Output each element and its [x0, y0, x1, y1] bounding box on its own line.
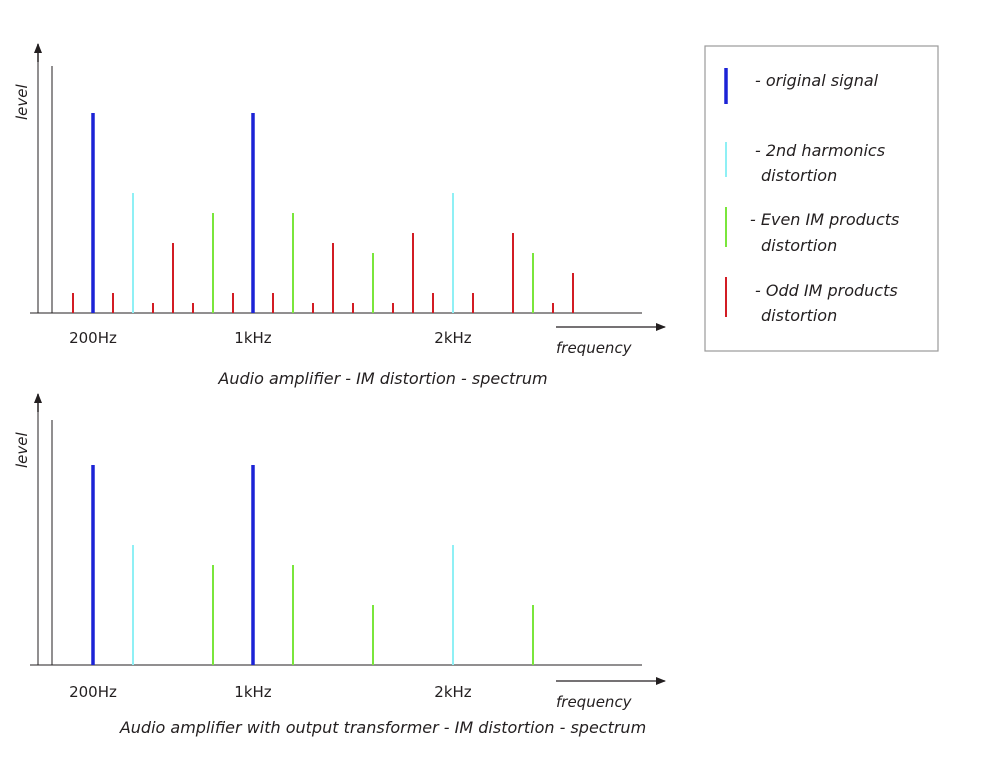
bars-group	[91, 465, 534, 665]
x-tick-labels: 200Hz 1kHz 2kHz	[69, 329, 472, 347]
legend-label-odd-im-line1: - Odd IM products	[755, 281, 898, 300]
transformer-im-spectrum-chart: 200Hz 1kHz 2kHz level frequency Audio ampl…	[13, 393, 666, 737]
x-axis-label: frequency	[556, 339, 633, 357]
x-tick-label: 200Hz	[69, 683, 117, 701]
legend-label-even-im-line2: distortion	[761, 236, 837, 255]
y-axis-label: level	[13, 83, 31, 120]
legend: - original signal - 2nd harmonics distor…	[704, 45, 939, 352]
x-tick-label: 2kHz	[434, 329, 472, 347]
legend-label-original: - original signal	[755, 71, 879, 90]
y-axis-label: level	[13, 431, 31, 468]
legend-label-harmonic2-line1: - 2nd harmonics	[755, 141, 885, 160]
im-spectrum-chart: 200Hz 1kHz 2kHz level frequency Audio ampl…	[13, 43, 666, 388]
chart-title: Audio amplifier - IM distortion - spectr…	[217, 369, 547, 388]
chart-title: Audio amplifier with output transformer …	[119, 718, 646, 737]
legend-label-odd-im-line2: distortion	[761, 306, 837, 325]
x-tick-label: 200Hz	[69, 329, 117, 347]
x-tick-label: 1kHz	[234, 329, 272, 347]
bars-group	[72, 113, 574, 313]
legend-frame	[704, 45, 939, 352]
x-tick-label: 1kHz	[234, 683, 272, 701]
x-tick-label: 2kHz	[434, 683, 472, 701]
x-axis-label: frequency	[556, 693, 633, 711]
x-tick-labels: 200Hz 1kHz 2kHz	[69, 683, 472, 701]
legend-label-harmonic2-line2: distortion	[761, 166, 837, 185]
legend-label-even-im-line1: - Even IM products	[750, 210, 899, 229]
